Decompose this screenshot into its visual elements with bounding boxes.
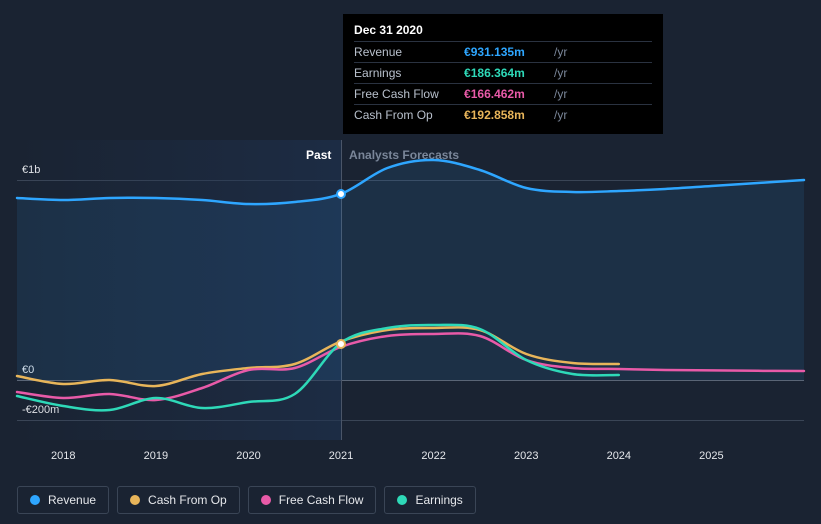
legend-item-revenue[interactable]: Revenue <box>17 486 109 514</box>
legend-swatch <box>130 495 140 505</box>
tooltip-row: Revenue€931.135m/yr <box>354 41 652 62</box>
tooltip-row-label: Free Cash Flow <box>354 87 464 101</box>
tooltip-row-unit: /yr <box>554 87 567 101</box>
chart-legend: Revenue Cash From Op Free Cash Flow Earning… <box>17 486 476 514</box>
series-area-revenue <box>17 160 804 380</box>
chart-tooltip: Dec 31 2020 Revenue€931.135m/yrEarnings€… <box>343 14 663 134</box>
legend-item-earnings[interactable]: Earnings <box>384 486 475 514</box>
x-axis-label: 2022 <box>421 450 445 462</box>
tooltip-row-label: Cash From Op <box>354 108 464 122</box>
legend-swatch <box>30 495 40 505</box>
tooltip-row-unit: /yr <box>554 45 567 59</box>
chart-marker <box>336 189 346 199</box>
x-axis-label: 2024 <box>607 450 631 462</box>
tooltip-row: Free Cash Flow€166.462m/yr <box>354 83 652 104</box>
legend-swatch <box>261 495 271 505</box>
chart-marker <box>336 339 346 349</box>
tooltip-row-value: €192.858m <box>464 108 554 122</box>
tooltip-row: Earnings€186.364m/yr <box>354 62 652 83</box>
tooltip-row-label: Earnings <box>354 66 464 80</box>
x-axis-label: 2018 <box>51 450 75 462</box>
legend-item-free-cash-flow[interactable]: Free Cash Flow <box>248 486 377 514</box>
legend-swatch <box>397 495 407 505</box>
legend-label: Cash From Op <box>148 493 227 507</box>
tooltip-row-unit: /yr <box>554 108 567 122</box>
legend-label: Free Cash Flow <box>279 493 364 507</box>
tooltip-row-value: €166.462m <box>464 87 554 101</box>
x-axis-label: 2021 <box>329 450 353 462</box>
x-axis-label: 2019 <box>144 450 168 462</box>
x-axis-label: 2025 <box>699 450 723 462</box>
x-axis-label: 2020 <box>236 450 260 462</box>
tooltip-row: Cash From Op€192.858m/yr <box>354 104 652 125</box>
legend-item-cash-from-op[interactable]: Cash From Op <box>117 486 240 514</box>
tooltip-row-label: Revenue <box>354 45 464 59</box>
x-axis-label: 2023 <box>514 450 538 462</box>
financials-chart: €1b€0-€200m Past Analysts Forecasts 2018… <box>0 0 821 524</box>
tooltip-row-value: €931.135m <box>464 45 554 59</box>
tooltip-row-value: €186.364m <box>464 66 554 80</box>
legend-label: Earnings <box>415 493 462 507</box>
tooltip-row-unit: /yr <box>554 66 567 80</box>
chart-plot <box>17 140 804 440</box>
legend-label: Revenue <box>48 493 96 507</box>
tooltip-date: Dec 31 2020 <box>354 21 652 41</box>
